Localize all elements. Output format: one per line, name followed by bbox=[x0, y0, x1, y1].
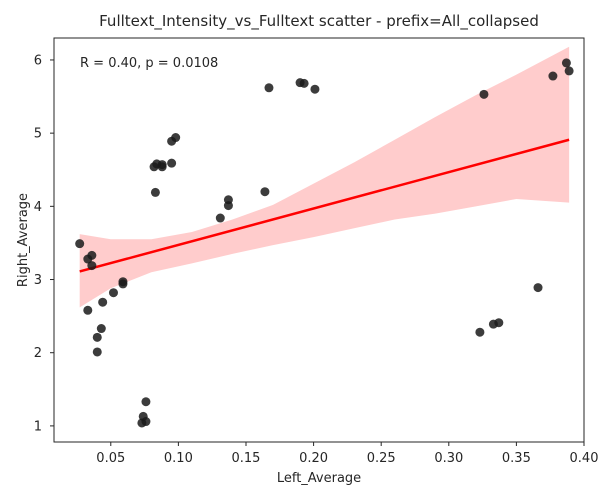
data-point bbox=[564, 66, 574, 76]
data-point bbox=[223, 201, 233, 211]
data-point bbox=[83, 305, 93, 315]
data-point bbox=[533, 283, 543, 293]
regression-layer bbox=[79, 138, 570, 273]
data-point bbox=[260, 187, 270, 197]
x-tick-label: 0.40 bbox=[570, 451, 599, 466]
data-point bbox=[87, 250, 97, 260]
data-point bbox=[92, 332, 102, 342]
x-axis-label: Left_Average bbox=[277, 471, 361, 486]
y-tick-label: 5 bbox=[34, 127, 42, 142]
correlation-annotation: R = 0.40, p = 0.0108 bbox=[80, 56, 218, 71]
y-tick-label: 3 bbox=[34, 273, 42, 288]
x-tick-label: 0.05 bbox=[96, 451, 125, 466]
x-tick-label: 0.25 bbox=[367, 451, 396, 466]
data-point bbox=[299, 78, 309, 88]
data-point bbox=[118, 277, 128, 287]
x-tick-label: 0.30 bbox=[434, 451, 463, 466]
y-tick-label: 4 bbox=[34, 200, 42, 215]
data-point bbox=[264, 83, 274, 93]
data-point bbox=[92, 347, 102, 357]
y-axis-ticks: 1 2 3 4 5 6 bbox=[34, 53, 54, 434]
x-tick-label: 0.35 bbox=[502, 451, 531, 466]
data-point bbox=[215, 213, 225, 223]
data-point bbox=[167, 158, 177, 168]
data-point bbox=[157, 162, 167, 172]
y-tick-label: 1 bbox=[34, 419, 42, 434]
data-point bbox=[310, 84, 320, 94]
chart-title: Fulltext_Intensity_vs_Fulltext scatter -… bbox=[99, 12, 539, 31]
data-point bbox=[479, 89, 489, 99]
confidence-band-layer bbox=[79, 46, 570, 308]
regression-line bbox=[79, 138, 570, 273]
y-axis-label: Right_Average bbox=[16, 193, 31, 287]
data-point bbox=[75, 239, 85, 249]
data-point bbox=[475, 327, 485, 337]
y-tick-label: 2 bbox=[34, 346, 42, 361]
x-tick-label: 0.15 bbox=[232, 451, 261, 466]
x-axis-ticks: 0.05 0.10 0.15 0.20 0.25 0.30 0.35 0.40 bbox=[96, 442, 598, 466]
data-point bbox=[561, 58, 571, 68]
data-point bbox=[108, 288, 118, 298]
data-point bbox=[150, 187, 160, 197]
confidence-band bbox=[79, 46, 570, 308]
y-tick-label: 6 bbox=[34, 53, 42, 68]
points-layer bbox=[75, 58, 574, 428]
data-point bbox=[141, 397, 151, 407]
data-point bbox=[96, 324, 106, 334]
x-tick-label: 0.20 bbox=[299, 451, 328, 466]
data-point bbox=[494, 318, 504, 328]
data-point bbox=[98, 297, 108, 307]
plot-frame bbox=[53, 37, 585, 443]
data-point bbox=[548, 71, 558, 81]
data-point bbox=[167, 136, 177, 146]
x-tick-label: 0.10 bbox=[164, 451, 193, 466]
data-point bbox=[137, 418, 147, 428]
data-point bbox=[87, 261, 97, 271]
